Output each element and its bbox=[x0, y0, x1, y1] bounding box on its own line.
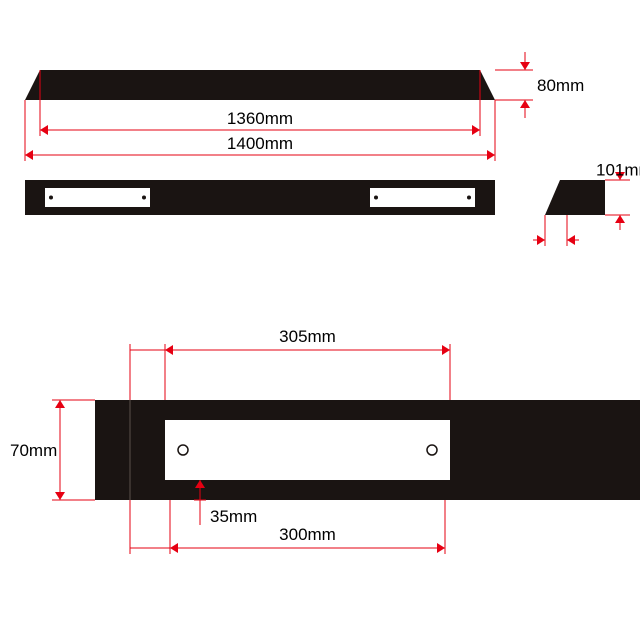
dimension-label: 1360mm bbox=[227, 109, 293, 128]
dimension-label: 70mm bbox=[10, 441, 57, 460]
detail-view-cutout bbox=[165, 420, 450, 480]
dimension-label: 101mm bbox=[596, 161, 640, 180]
dimension-label: 300mm bbox=[279, 525, 336, 544]
dimension-label: 80mm bbox=[537, 76, 584, 95]
dimension-label: 1400mm bbox=[227, 134, 293, 153]
front-view-cutout bbox=[370, 188, 475, 207]
top-view-shape bbox=[25, 70, 495, 100]
dimension-label: 305mm bbox=[279, 327, 336, 346]
side-profile-shape bbox=[545, 180, 605, 215]
dimension-label: 35mm bbox=[210, 507, 257, 526]
front-view-cutout bbox=[45, 188, 150, 207]
